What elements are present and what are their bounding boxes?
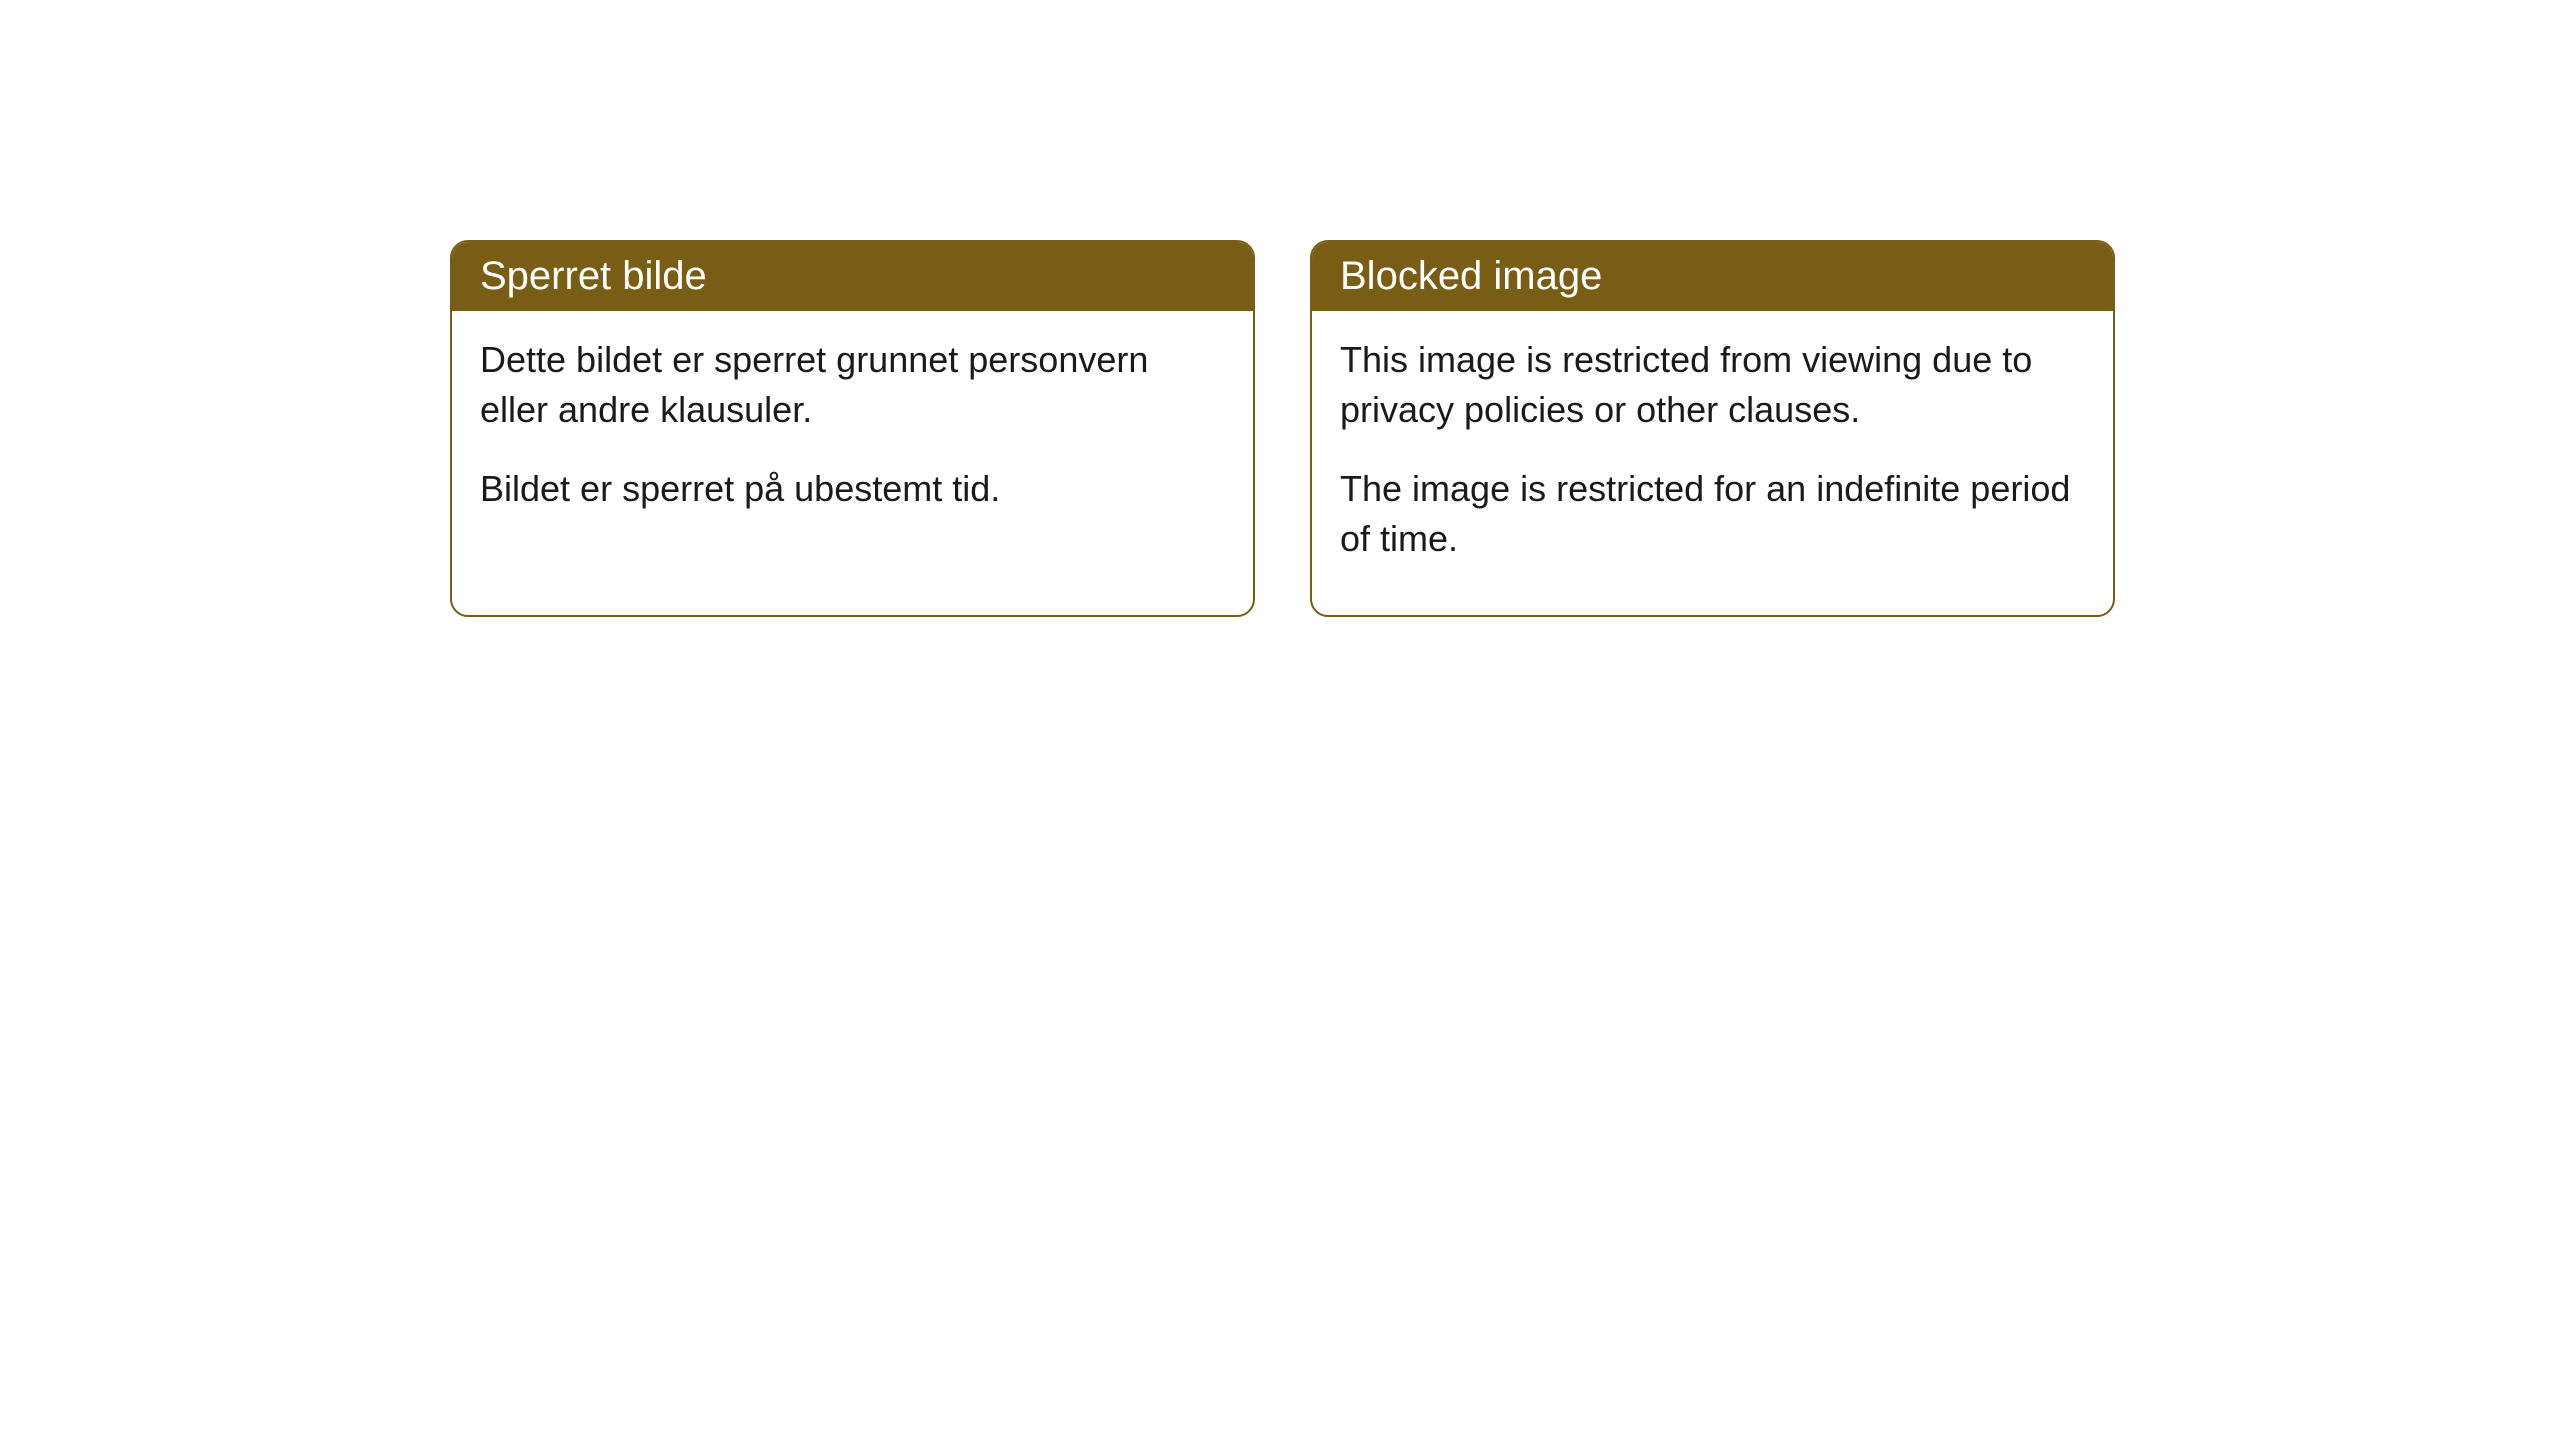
card-paragraph: Dette bildet er sperret grunnet personve… — [480, 335, 1225, 436]
notice-card-norwegian: Sperret bilde Dette bildet er sperret gr… — [450, 240, 1255, 617]
card-header: Blocked image — [1312, 242, 2113, 311]
card-body: Dette bildet er sperret grunnet personve… — [452, 311, 1253, 564]
card-paragraph: This image is restricted from viewing du… — [1340, 335, 2085, 436]
notice-card-english: Blocked image This image is restricted f… — [1310, 240, 2115, 617]
card-title: Sperret bilde — [480, 254, 707, 298]
card-paragraph: The image is restricted for an indefinit… — [1340, 464, 2085, 565]
notice-cards-container: Sperret bilde Dette bildet er sperret gr… — [450, 240, 2115, 617]
card-title: Blocked image — [1340, 254, 1602, 298]
card-header: Sperret bilde — [452, 242, 1253, 311]
card-body: This image is restricted from viewing du… — [1312, 311, 2113, 615]
card-paragraph: Bildet er sperret på ubestemt tid. — [480, 464, 1225, 514]
